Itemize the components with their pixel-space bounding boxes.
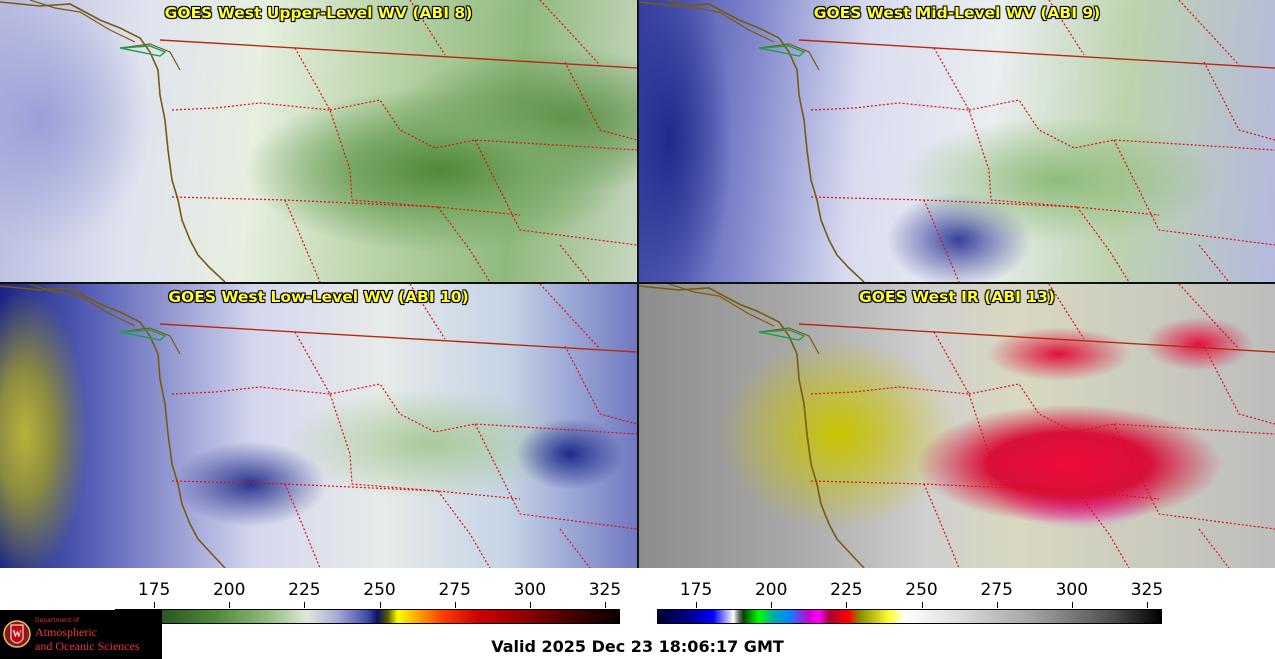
low-level-wv-panel: GOES West Low-Level WV (ABI 10) <box>0 284 637 568</box>
colorbar-tick-label: 250 <box>363 580 396 600</box>
colorbar-tick-label: 200 <box>754 580 788 600</box>
logo-dept: Department of <box>35 617 79 624</box>
colorbar-tick-mark <box>1071 602 1073 608</box>
logo-emblem: W <box>13 629 22 639</box>
valid-time: Valid 2025 Dec 23 18:06:17 GMT <box>491 637 784 656</box>
colorbar-tick-label: 200 <box>212 580 246 600</box>
satellite-panel-grid: GOES West Upper-Level WV (ABI 8) GOES We… <box>0 0 1275 568</box>
panel-title: GOES West Mid-Level WV (ABI 9) <box>813 4 1101 22</box>
colorbar-tick-label: 225 <box>830 580 863 600</box>
colorbar-tick-label: 250 <box>905 580 938 600</box>
colorbar-tick-mark <box>1146 602 1148 608</box>
colorbar-tick-mark <box>529 602 531 608</box>
colorbar-tick-mark <box>604 602 606 608</box>
infrared-panel: GOES West IR (ABI 13) <box>639 284 1275 568</box>
colorbar-tick-mark <box>921 602 923 608</box>
aos-logo: W Department of Atmospheric and Oceanic … <box>0 610 162 659</box>
colorbar-tick-label: 175 <box>137 580 171 600</box>
colorbar-tick-mark <box>996 602 998 608</box>
colorbar-tick-label: 300 <box>513 580 547 600</box>
colorbar-tick-label: 275 <box>980 580 1013 600</box>
logo-line1: Atmospheric <box>35 625 97 639</box>
logo-line2: and Oceanic Sciences <box>35 639 140 653</box>
colorbar-tick-mark <box>304 602 306 608</box>
map-overlay <box>0 0 637 282</box>
colorbar-tick-label: 300 <box>1055 580 1089 600</box>
panel-title: GOES West Upper-Level WV (ABI 8) <box>164 4 473 22</box>
colorbar-tick-mark <box>696 602 698 608</box>
map-overlay <box>639 284 1275 568</box>
colorbar-tick-label: 325 <box>1130 580 1164 600</box>
uw-shield-icon: W <box>3 620 31 648</box>
colorbar-tick-label: 175 <box>679 580 713 600</box>
mid-level-wv-panel: GOES West Mid-Level WV (ABI 9) <box>639 0 1275 282</box>
colorbar-tick-label: 275 <box>438 580 471 600</box>
colorbar-tick-label: 225 <box>288 580 321 600</box>
panel-title: GOES West Low-Level WV (ABI 10) <box>168 288 469 306</box>
colorbar-tick-mark <box>846 602 848 608</box>
colorbar-tick-mark <box>771 602 773 608</box>
map-overlay <box>639 0 1275 282</box>
colorbar-ticks: 175 200 225 250 275 300 325 <box>115 580 622 610</box>
colorbar-tick-mark <box>379 602 381 608</box>
colorbar-tick-mark <box>154 602 156 608</box>
panel-title: GOES West IR (ABI 13) <box>859 288 1055 306</box>
colorbar-tick-mark <box>454 602 456 608</box>
map-overlay <box>0 284 637 568</box>
upper-level-wv-panel: GOES West Upper-Level WV (ABI 8) <box>0 0 637 282</box>
colorbar-tick-mark <box>229 602 231 608</box>
colorbar-gradient <box>115 609 620 624</box>
colorbar-gradient <box>657 609 1162 624</box>
colorbar-ticks: 175 200 225 250 275 300 325 <box>657 580 1164 610</box>
colorbar-tick-label: 325 <box>588 580 622 600</box>
